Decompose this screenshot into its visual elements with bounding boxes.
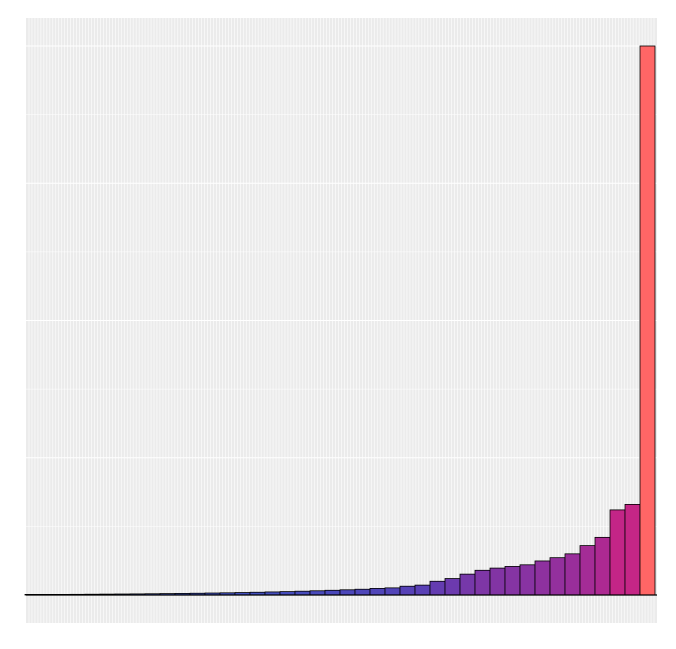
- bar: [639, 45, 656, 596]
- bar: [399, 585, 416, 596]
- bar: [504, 566, 521, 596]
- bar: [564, 553, 581, 596]
- bar: [429, 580, 446, 596]
- bar: [459, 573, 476, 596]
- bar: [414, 584, 431, 596]
- bar: [354, 588, 371, 596]
- bar: [624, 504, 641, 596]
- bar: [549, 557, 566, 596]
- bar: [309, 590, 326, 596]
- bar: [324, 589, 341, 596]
- bar: [519, 564, 536, 596]
- bar: [489, 567, 506, 596]
- bar: [339, 589, 356, 596]
- bar: [444, 578, 461, 596]
- bar: [594, 536, 611, 596]
- bar: [474, 569, 491, 596]
- bar: [369, 588, 386, 596]
- bar: [579, 545, 596, 596]
- bar: [534, 560, 551, 596]
- bar: [384, 587, 401, 596]
- bar: [609, 509, 626, 596]
